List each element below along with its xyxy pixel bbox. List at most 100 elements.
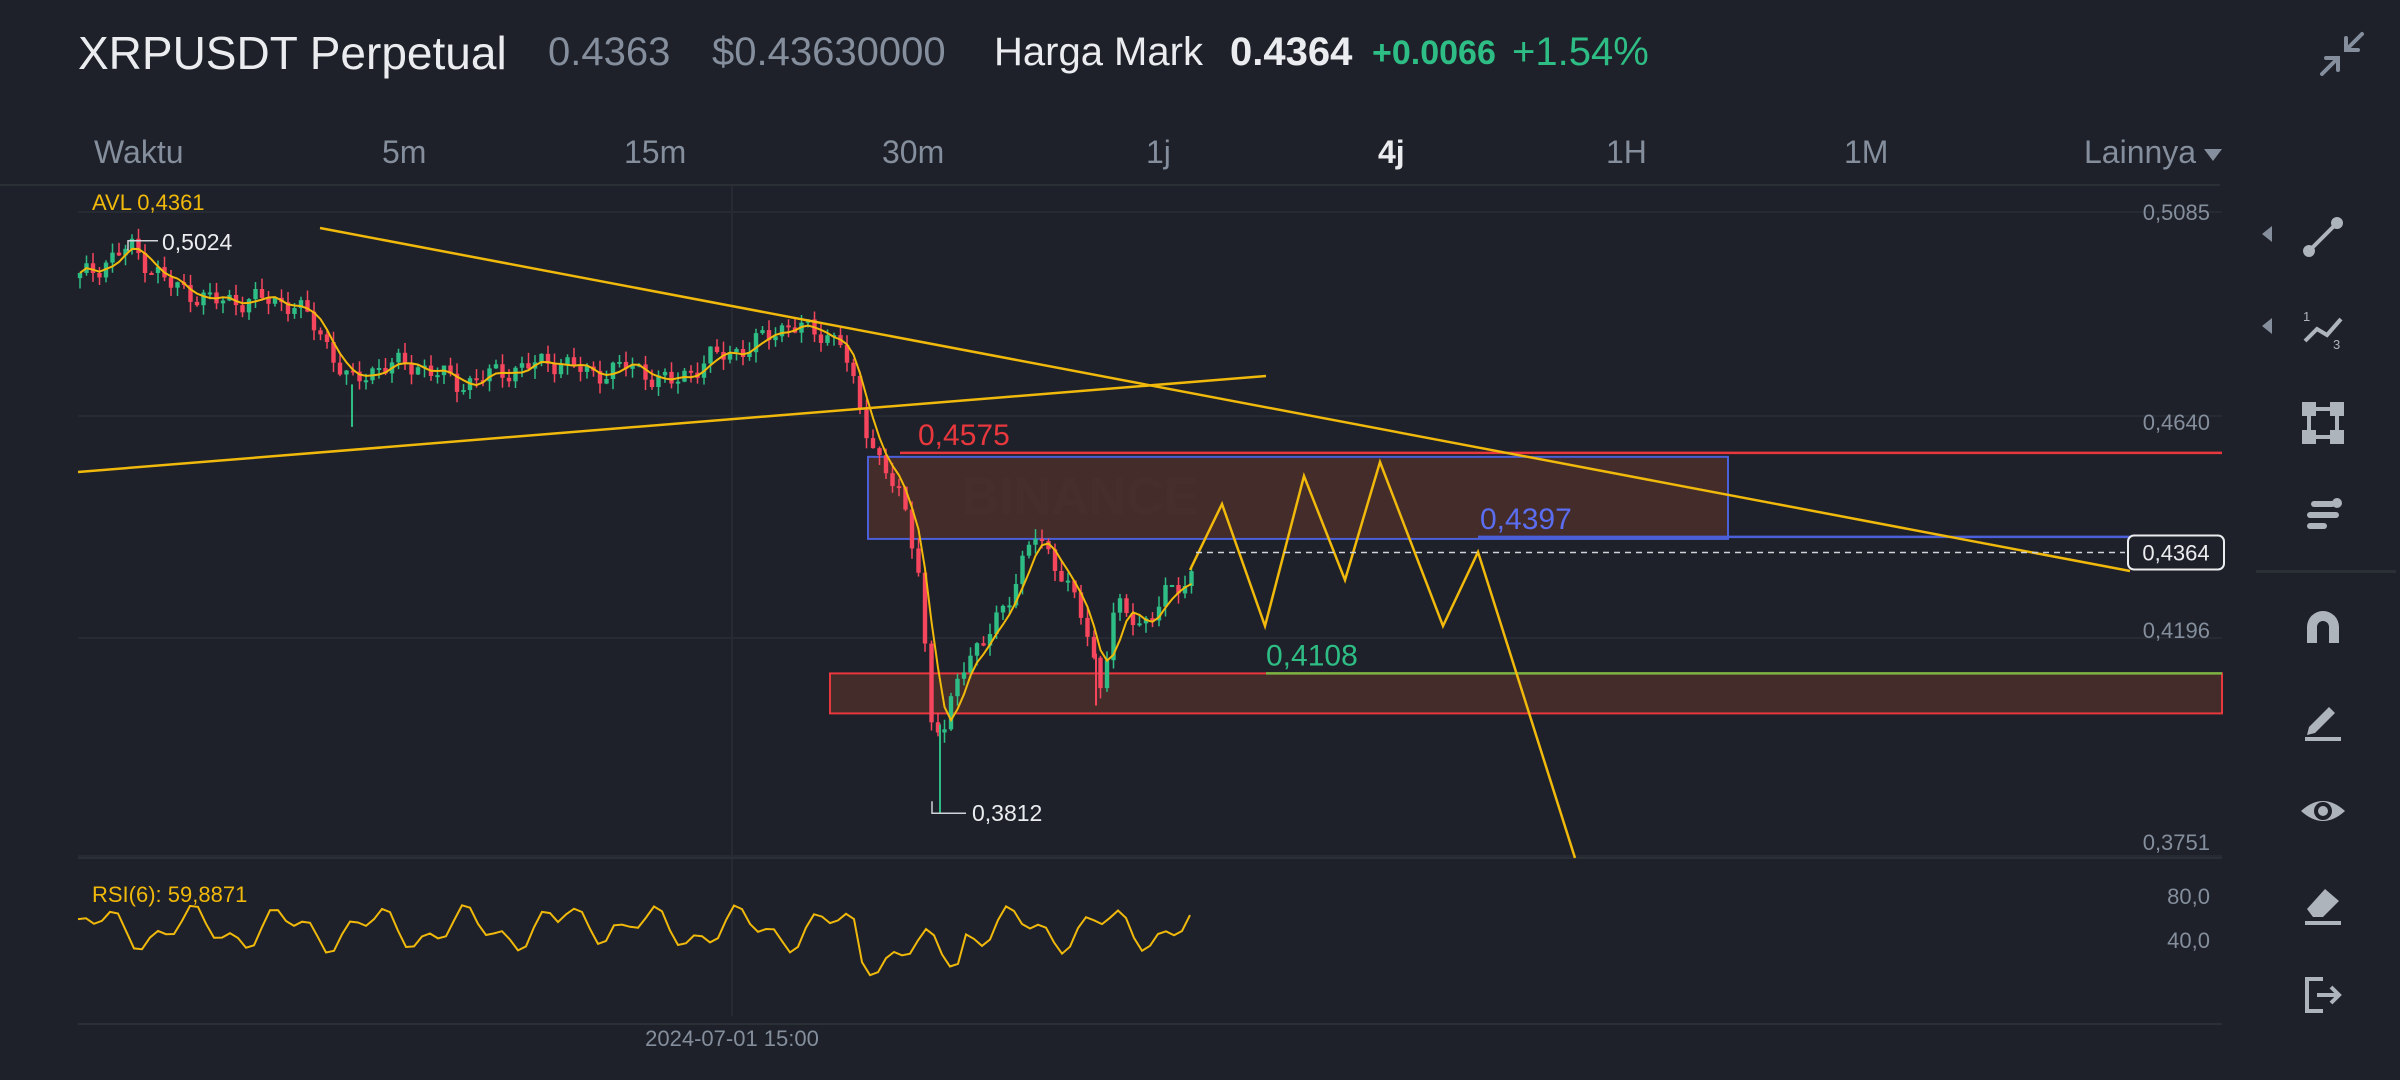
tab-waktu[interactable]: Waktu — [94, 134, 184, 170]
candle-body — [1033, 538, 1038, 545]
candle-body — [708, 346, 713, 364]
candle-body — [688, 370, 694, 373]
rsi-axis-label: 80,0 — [2167, 884, 2210, 909]
candle-body — [1013, 584, 1019, 606]
submenu-arrow-icon[interactable] — [2262, 226, 2272, 242]
pencil-icon[interactable] — [2292, 688, 2354, 750]
candle-body — [734, 348, 739, 353]
candle-body — [305, 300, 310, 312]
candle-body — [662, 371, 668, 376]
symbol-title[interactable]: XRPUSDT Perpetual — [78, 27, 507, 79]
trendline-icon[interactable] — [2292, 206, 2354, 268]
candle-body — [994, 612, 999, 635]
candle-body — [1091, 636, 1097, 658]
candle-body — [240, 305, 245, 313]
candle-body — [1026, 544, 1032, 556]
candle-body — [194, 301, 200, 306]
price-chart[interactable]: AVL 0,4361 RSI(6): 59,8871 BINANCE0,4575… — [0, 186, 2230, 1080]
candle-body — [786, 325, 791, 328]
candle-body — [272, 297, 278, 304]
candle-body — [961, 672, 967, 679]
price-change-percent: +1.54% — [1512, 30, 1649, 74]
magnet-icon[interactable] — [2292, 596, 2354, 658]
interval-tabs: Waktu 5m 15m 30m 1j 4j 1H 1M Lainnya — [0, 120, 2260, 184]
candle-body — [77, 272, 83, 279]
projection-path[interactable] — [1188, 458, 1577, 859]
candle-body — [760, 330, 765, 334]
tab-5m[interactable]: 5m — [382, 134, 427, 170]
candle-body — [506, 377, 512, 382]
time-axis-label: 2024-07-01 15:00 — [645, 1026, 819, 1051]
candle-body — [818, 334, 824, 343]
candle-body — [1150, 618, 1155, 621]
candle-body — [669, 371, 674, 384]
candle-body — [383, 368, 388, 374]
tab-1j[interactable]: 1j — [1146, 134, 1171, 170]
candle-body — [604, 379, 609, 384]
candle-body — [311, 311, 317, 331]
position-icon[interactable] — [2292, 484, 2354, 546]
tab-4j[interactable]: 4j — [1378, 134, 1405, 170]
candle-body — [253, 289, 258, 300]
candle-body — [175, 282, 180, 288]
candle-body — [337, 362, 343, 375]
candle-body — [246, 299, 252, 313]
submenu-arrow-icon[interactable] — [2262, 318, 2272, 334]
moving-average-line — [79, 247, 1192, 723]
candle-body — [207, 292, 213, 295]
tab-more[interactable]: Lainnya — [2084, 134, 2223, 171]
chart-canvas[interactable]: BINANCE0,45750,43970,41080,50240,38120,5… — [0, 186, 2230, 1080]
candle-body — [565, 357, 570, 365]
level-label-green: 0,4108 — [1266, 639, 1358, 672]
candle-body — [883, 455, 889, 474]
candle-body — [643, 364, 648, 380]
descending-trendline[interactable] — [319, 226, 2131, 573]
candle-body — [903, 486, 908, 510]
candle-body — [90, 263, 96, 274]
candle-body — [1189, 571, 1194, 586]
mark-price-value: 0.4364 — [1230, 30, 1353, 74]
tab-1m[interactable]: 1M — [1844, 134, 1889, 170]
eye-icon[interactable] — [2292, 780, 2354, 842]
current-price-tag-text: 0,4364 — [2142, 541, 2209, 566]
candle-body — [1117, 598, 1123, 613]
candle-body — [948, 696, 954, 730]
candle-body — [357, 371, 362, 382]
candle-body — [324, 334, 330, 343]
candle-body — [890, 473, 895, 487]
candle-body — [435, 375, 440, 378]
collapse-arrows-icon[interactable] — [2316, 28, 2368, 80]
tab-1h[interactable]: 1H — [1606, 134, 1647, 170]
level-label-red: 0,4575 — [918, 419, 1010, 452]
candle-body — [1130, 613, 1136, 626]
tab-15m[interactable]: 15m — [624, 134, 687, 170]
candle-body — [1124, 598, 1129, 614]
exit-icon[interactable] — [2292, 964, 2354, 1026]
candle-body — [370, 368, 375, 381]
candle-body — [110, 252, 115, 263]
candle-body — [851, 362, 856, 377]
ascending-trendline[interactable] — [77, 374, 1267, 474]
candle-body — [844, 345, 850, 363]
rectangle-icon[interactable] — [2292, 392, 2354, 454]
candle-body — [519, 363, 525, 368]
candle-body — [649, 379, 655, 388]
mark-price-label: Harga Mark — [994, 30, 1203, 74]
high-marker — [127, 240, 158, 251]
candle-body — [493, 364, 499, 369]
candle-body — [402, 352, 408, 365]
candle-body — [97, 273, 102, 278]
candle-body — [344, 370, 349, 375]
candle-body — [422, 365, 427, 368]
eraser-icon[interactable] — [2292, 872, 2354, 934]
candle-body — [136, 238, 141, 253]
rsi-line — [77, 904, 1191, 977]
tab-30m[interactable]: 30m — [882, 134, 945, 170]
price-axis-label: 0,3751 — [2143, 830, 2210, 855]
candle-body — [753, 333, 759, 353]
candle-body — [1169, 585, 1175, 588]
candle-body — [825, 335, 830, 343]
candle-body — [727, 352, 733, 360]
candle-body — [168, 277, 174, 288]
